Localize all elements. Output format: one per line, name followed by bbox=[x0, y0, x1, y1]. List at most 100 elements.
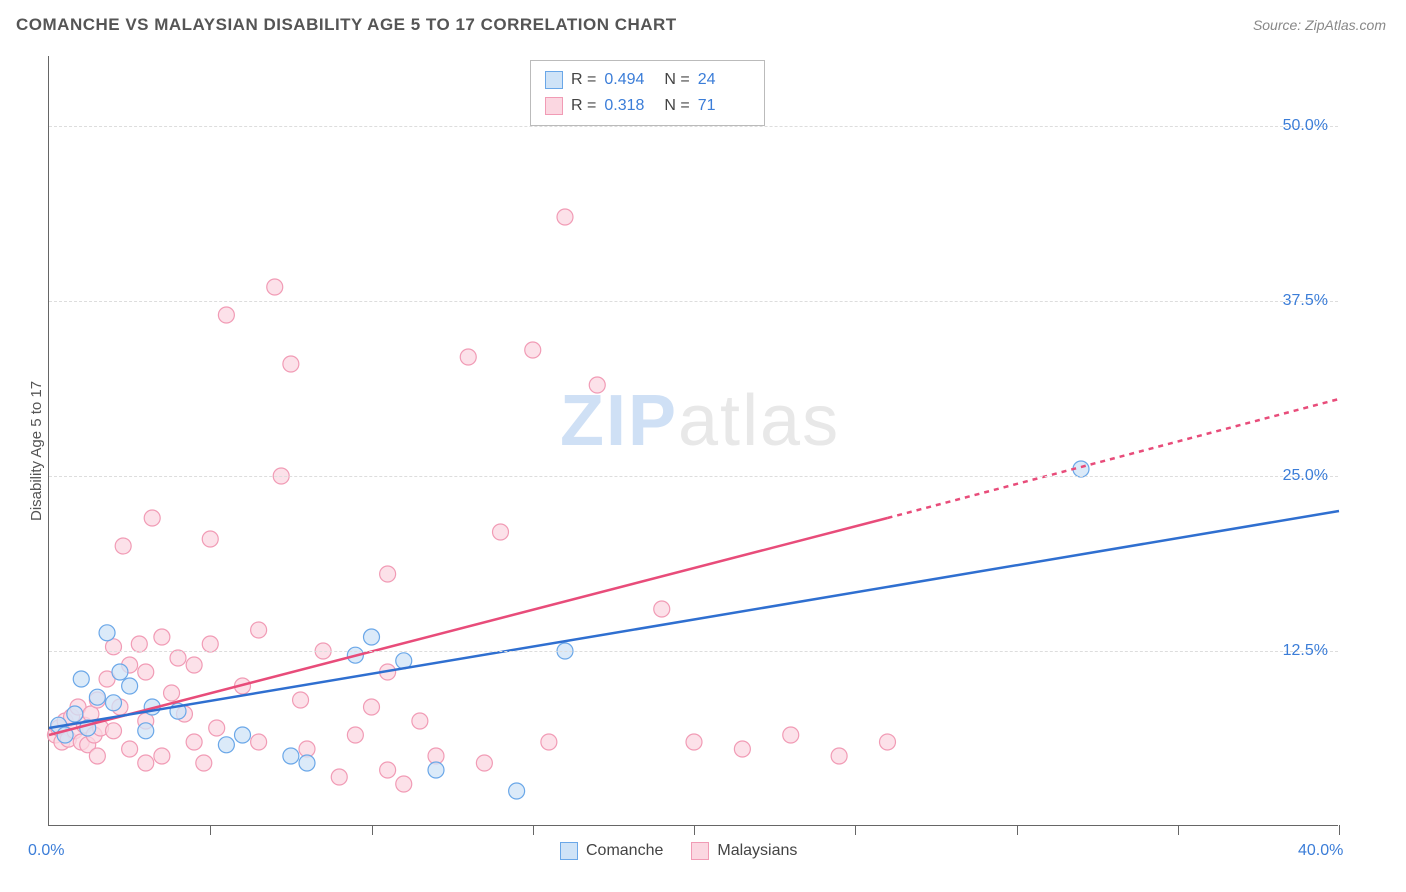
data-point bbox=[154, 748, 170, 764]
chart-title: COMANCHE VS MALAYSIAN DISABILITY AGE 5 T… bbox=[16, 15, 677, 35]
gridline-h bbox=[49, 651, 1338, 652]
data-point bbox=[589, 377, 605, 393]
data-point bbox=[293, 692, 309, 708]
data-point bbox=[364, 699, 380, 715]
y-tick-label: 50.0% bbox=[1283, 117, 1328, 135]
gridline-h bbox=[49, 126, 1338, 127]
data-point bbox=[115, 538, 131, 554]
data-point bbox=[686, 734, 702, 750]
swatch-series-a bbox=[545, 71, 563, 89]
stat-r-label: R = bbox=[571, 93, 596, 119]
data-point bbox=[412, 713, 428, 729]
x-tick bbox=[1017, 825, 1018, 835]
data-point bbox=[218, 737, 234, 753]
data-point bbox=[89, 689, 105, 705]
stat-n-label: N = bbox=[664, 67, 689, 93]
legend-stats-row-b: R = 0.318 N = 71 bbox=[545, 93, 750, 119]
swatch-series-a bbox=[560, 842, 578, 860]
data-point bbox=[283, 356, 299, 372]
gridline-h bbox=[49, 301, 1338, 302]
swatch-series-b bbox=[545, 97, 563, 115]
data-point bbox=[347, 727, 363, 743]
data-point bbox=[654, 601, 670, 617]
plot-area: 12.5%25.0%37.5%50.0% bbox=[48, 56, 1338, 826]
data-point bbox=[493, 524, 509, 540]
legend-label-b: Malaysians bbox=[717, 842, 797, 860]
data-point bbox=[202, 636, 218, 652]
legend-label-a: Comanche bbox=[586, 842, 663, 860]
stat-n-label: N = bbox=[664, 93, 689, 119]
data-point bbox=[196, 755, 212, 771]
data-point bbox=[267, 279, 283, 295]
data-point bbox=[364, 629, 380, 645]
x-tick bbox=[694, 825, 695, 835]
legend-series: Comanche Malaysians bbox=[560, 842, 797, 860]
data-point bbox=[106, 723, 122, 739]
data-point bbox=[541, 734, 557, 750]
data-point bbox=[67, 706, 83, 722]
data-point bbox=[218, 307, 234, 323]
chart-header: COMANCHE VS MALAYSIAN DISABILITY AGE 5 T… bbox=[0, 0, 1406, 50]
trend-line bbox=[888, 399, 1340, 518]
y-tick-label: 12.5% bbox=[1283, 642, 1328, 660]
legend-item-a: Comanche bbox=[560, 842, 663, 860]
data-point bbox=[831, 748, 847, 764]
x-axis-min-label: 0.0% bbox=[28, 842, 64, 860]
data-point bbox=[299, 755, 315, 771]
data-point bbox=[557, 209, 573, 225]
data-point bbox=[209, 720, 225, 736]
stat-r-label: R = bbox=[571, 67, 596, 93]
data-point bbox=[235, 727, 251, 743]
data-point bbox=[112, 664, 128, 680]
data-point bbox=[73, 671, 89, 687]
x-tick bbox=[533, 825, 534, 835]
data-point bbox=[131, 636, 147, 652]
data-point bbox=[783, 727, 799, 743]
data-point bbox=[138, 664, 154, 680]
chart-canvas bbox=[49, 56, 1338, 825]
x-tick bbox=[210, 825, 211, 835]
stat-r-b: 0.318 bbox=[604, 93, 656, 119]
trend-line bbox=[49, 518, 888, 735]
data-point bbox=[460, 349, 476, 365]
data-point bbox=[144, 510, 160, 526]
data-point bbox=[186, 657, 202, 673]
stat-n-b: 71 bbox=[698, 93, 750, 119]
data-point bbox=[186, 734, 202, 750]
data-point bbox=[164, 685, 180, 701]
data-point bbox=[122, 678, 138, 694]
data-point bbox=[202, 531, 218, 547]
y-tick-label: 37.5% bbox=[1283, 292, 1328, 310]
data-point bbox=[880, 734, 896, 750]
data-point bbox=[251, 622, 267, 638]
data-point bbox=[525, 342, 541, 358]
legend-stats: R = 0.494 N = 24 R = 0.318 N = 71 bbox=[530, 60, 765, 126]
data-point bbox=[734, 741, 750, 757]
stat-n-a: 24 bbox=[698, 67, 750, 93]
data-point bbox=[170, 650, 186, 666]
data-point bbox=[380, 566, 396, 582]
data-point bbox=[331, 769, 347, 785]
data-point bbox=[89, 748, 105, 764]
x-tick bbox=[1339, 825, 1340, 835]
data-point bbox=[283, 748, 299, 764]
data-point bbox=[476, 755, 492, 771]
x-tick bbox=[855, 825, 856, 835]
data-point bbox=[428, 762, 444, 778]
x-axis-max-label: 40.0% bbox=[1298, 842, 1343, 860]
data-point bbox=[122, 741, 138, 757]
data-point bbox=[138, 723, 154, 739]
trend-line bbox=[49, 511, 1339, 728]
stat-r-a: 0.494 bbox=[604, 67, 656, 93]
data-point bbox=[380, 762, 396, 778]
data-point bbox=[154, 629, 170, 645]
data-point bbox=[99, 625, 115, 641]
x-tick bbox=[1178, 825, 1179, 835]
legend-item-b: Malaysians bbox=[691, 842, 797, 860]
data-point bbox=[251, 734, 267, 750]
chart-source: Source: ZipAtlas.com bbox=[1253, 17, 1386, 33]
data-point bbox=[396, 776, 412, 792]
data-point bbox=[509, 783, 525, 799]
swatch-series-b bbox=[691, 842, 709, 860]
data-point bbox=[106, 695, 122, 711]
